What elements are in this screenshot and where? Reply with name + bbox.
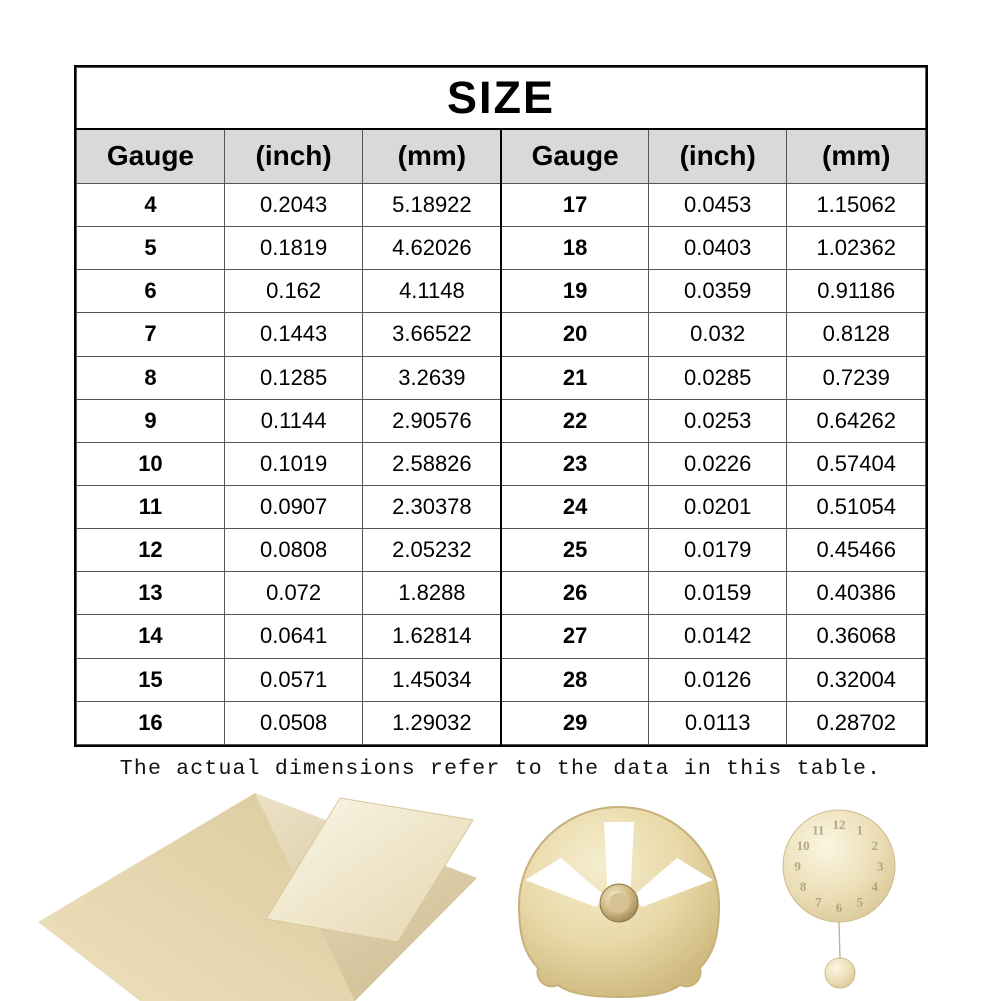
svg-text:6: 6 — [836, 900, 843, 915]
svg-text:2: 2 — [872, 838, 879, 853]
svg-text:4: 4 — [872, 879, 879, 894]
svg-text:5: 5 — [856, 894, 863, 909]
svg-text:9: 9 — [794, 859, 801, 874]
svg-text:3: 3 — [877, 859, 884, 874]
svg-text:12: 12 — [833, 817, 846, 832]
svg-text:7: 7 — [815, 894, 822, 909]
svg-text:11: 11 — [812, 823, 824, 838]
svg-text:8: 8 — [800, 879, 807, 894]
svg-text:1: 1 — [856, 823, 863, 838]
svg-text:10: 10 — [797, 838, 810, 853]
